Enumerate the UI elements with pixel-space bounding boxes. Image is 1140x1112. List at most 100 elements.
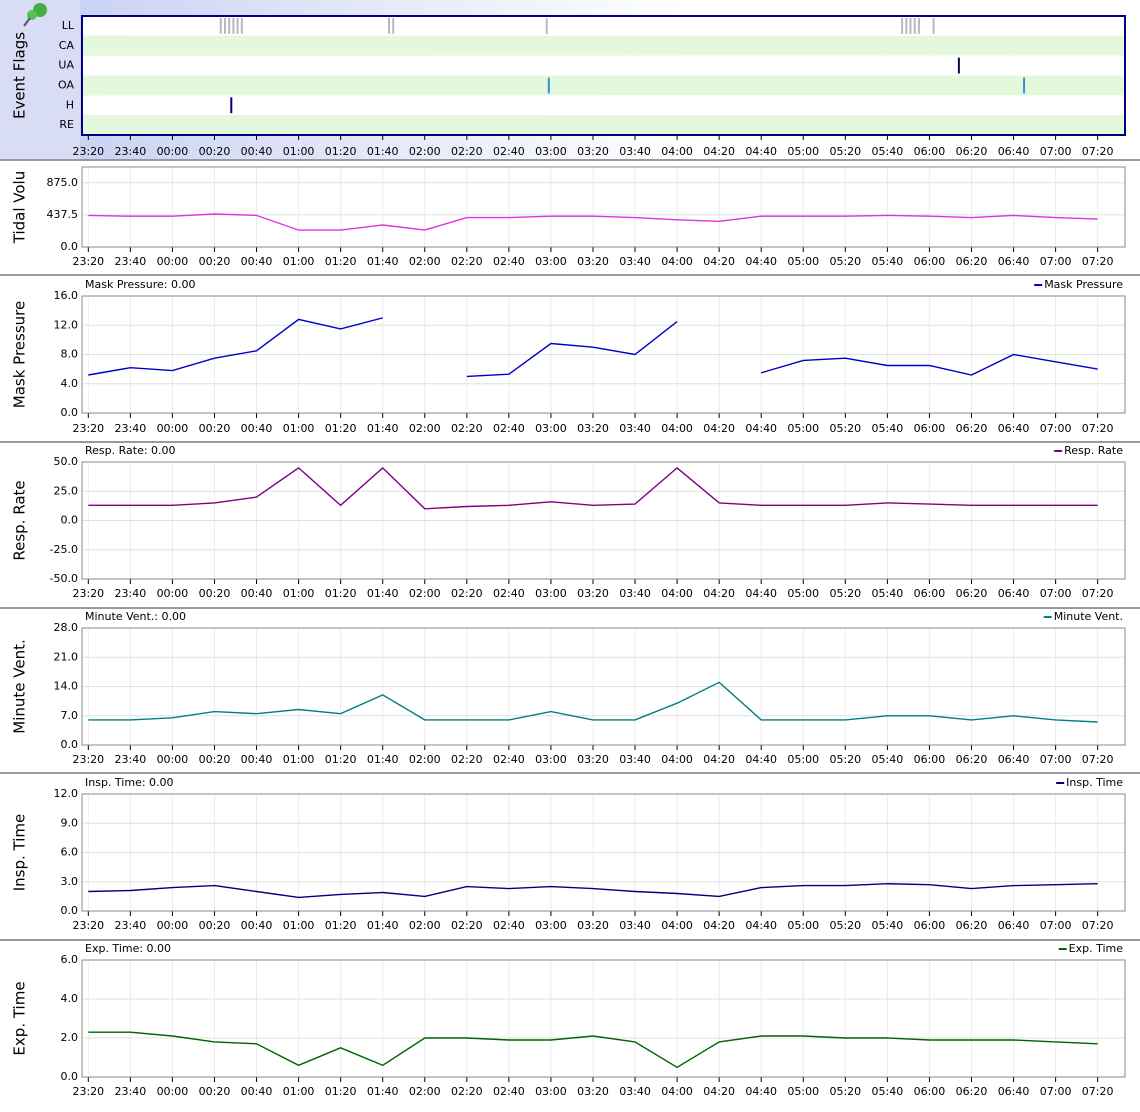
x-tick-label: 05:20 [829,919,861,932]
x-tick-label: 05:20 [829,145,861,158]
y-tick-label: 8.0 [61,348,79,361]
x-tick-label: 02:40 [493,422,525,435]
x-tick-label: 03:00 [535,919,567,932]
x-tick-label: 01:00 [283,587,315,600]
x-tick-label: 01:00 [283,422,315,435]
y-tick-label: 6.0 [61,953,79,966]
x-tick-label: 04:40 [745,1085,777,1098]
x-tick-label: 06:00 [914,422,946,435]
x-tick-label: 03:40 [619,919,651,932]
series-line [88,317,1098,378]
x-tick-label: 03:20 [577,919,609,932]
x-tick-label: 02:20 [451,145,483,158]
x-tick-label: 02:00 [409,255,441,268]
x-tick-label: 05:20 [829,255,861,268]
readout: Mask Pressure: 0.00 [85,278,196,291]
x-tick-label: 02:00 [409,587,441,600]
x-tick-label: 04:20 [703,145,735,158]
x-tick-label: 00:40 [241,255,273,268]
x-tick-label: 05:40 [872,255,904,268]
x-tick-label: 01:20 [325,919,357,932]
y-tick-label: 0.0 [61,738,79,751]
x-tick-label: 00:00 [157,753,189,766]
x-tick-label: 04:40 [745,587,777,600]
x-tick-label: 03:40 [619,145,651,158]
x-tick-label: 03:00 [535,1085,567,1098]
x-tick-label: 04:20 [703,422,735,435]
y-tick-label: 0.0 [61,406,79,419]
x-tick-label: 03:00 [535,753,567,766]
x-tick-label: 02:00 [409,753,441,766]
y-axis-label: Mask Pressure [11,301,29,408]
x-tick-label: 04:20 [703,753,735,766]
x-tick-label: 05:00 [787,919,819,932]
x-tick-label: 00:20 [199,587,231,600]
y-tick-label: 7.0 [61,709,79,722]
x-tick-label: 05:40 [872,753,904,766]
event-mark [228,18,231,34]
x-tick-label: 04:40 [745,919,777,932]
x-tick-label: 03:40 [619,587,651,600]
x-tick-label: 04:00 [661,1085,693,1098]
y-axis-label: Insp. Time [11,814,29,892]
readout: Resp. Rate: 0.00 [85,444,176,457]
x-tick-label: 01:40 [367,422,399,435]
x-tick-label: 07:00 [1040,422,1072,435]
x-tick-label: 23:40 [115,145,147,158]
series-line [88,1031,1098,1069]
x-tick-label: 02:00 [409,145,441,158]
x-tick-label: 23:20 [72,145,104,158]
readout: Minute Vent.: 0.00 [85,610,186,623]
event-mark [232,18,235,34]
x-tick-label: 01:40 [367,919,399,932]
x-tick-label: 04:40 [745,145,777,158]
x-tick-label: 00:40 [241,422,273,435]
event-mark [388,18,391,34]
x-tick-label: 00:40 [241,919,273,932]
x-tick-label: 02:20 [451,919,483,932]
y-axis-label: Exp. Time [11,981,29,1055]
event-row-band [82,95,1125,116]
x-tick-label: 05:00 [787,422,819,435]
x-tick-label: 05:40 [872,1085,904,1098]
x-tick-label: 04:40 [745,255,777,268]
y-tick-label: 3.0 [61,875,79,888]
event-row-label: CA [59,39,75,52]
x-tick-label: 02:40 [493,919,525,932]
x-tick-label: 00:40 [241,145,273,158]
x-tick-label: 06:20 [956,1085,988,1098]
x-tick-label: 06:40 [998,587,1030,600]
x-tick-label: 07:20 [1082,753,1114,766]
event-mark [547,77,550,94]
y-axis-label: Minute Vent. [11,639,29,733]
x-tick-label: 05:40 [872,919,904,932]
x-tick-label: 06:40 [998,919,1030,932]
x-tick-label: 02:20 [451,587,483,600]
x-tick-label: 01:40 [367,587,399,600]
readout: Exp. Time: 0.00 [85,942,171,955]
x-tick-label: 23:40 [115,422,147,435]
x-tick-label: 06:00 [914,919,946,932]
event-row-label: OA [58,78,74,91]
y-tick-label: 4.0 [61,377,79,390]
plot-frame [81,295,1126,414]
event-mark [917,18,920,34]
x-tick-label: 00:20 [199,255,231,268]
x-tick-label: 01:40 [367,753,399,766]
plot-frame [81,461,1126,580]
x-tick-label: 00:00 [157,255,189,268]
x-tick-label: 23:40 [115,919,147,932]
x-tick-label: 23:20 [72,422,104,435]
x-tick-label: 05:20 [829,587,861,600]
x-tick-label: 04:00 [661,145,693,158]
event-mark [932,18,935,34]
x-tick-label: 00:20 [199,1085,231,1098]
x-tick-label: 06:40 [998,753,1030,766]
x-tick-label: 06:40 [998,145,1030,158]
x-tick-label: 05:20 [829,1085,861,1098]
event-row-label: UA [58,59,74,72]
event-mark [1023,77,1026,94]
x-tick-label: 03:00 [535,255,567,268]
x-tick-label: 03:20 [577,422,609,435]
x-tick-label: 01:40 [367,1085,399,1098]
